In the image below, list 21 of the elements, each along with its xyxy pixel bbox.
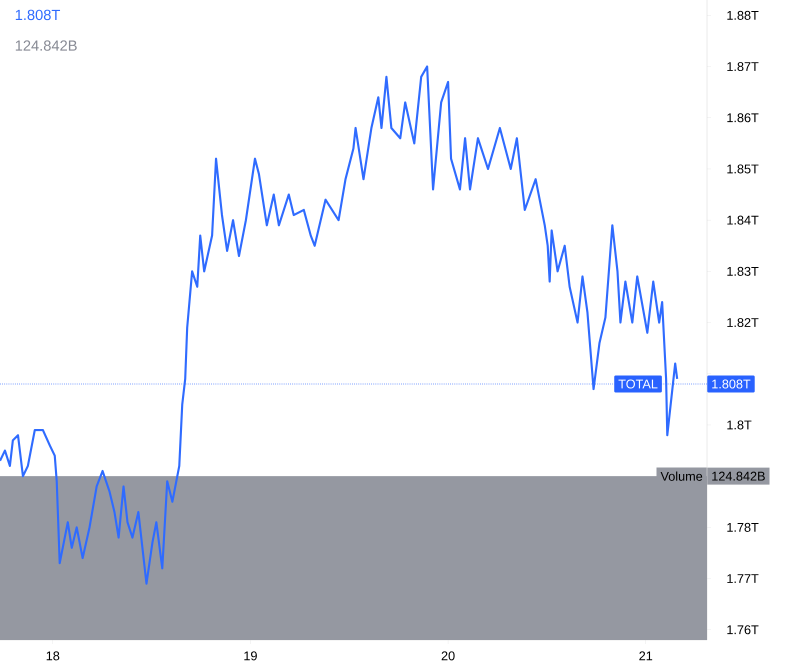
- x-tick-label: 19: [244, 651, 257, 660]
- x-tick-label: 21: [639, 651, 652, 660]
- y-tick-label: 1.8T: [727, 420, 752, 430]
- y-tick-label: 1.76T: [727, 625, 758, 634]
- text: 1.808T: [16, 10, 60, 20]
- y-tick-label: 1.86T: [727, 113, 758, 122]
- y-tick-label: 1.87T: [727, 62, 758, 72]
- text: 124.842B: [712, 472, 765, 481]
- y-tick-label: 1.82T: [727, 318, 758, 328]
- text: 1.808T: [712, 380, 750, 388]
- x-tick-label: 20: [442, 651, 455, 660]
- y-tick-label: 1.84T: [727, 216, 758, 225]
- y-tick-label: 1.85T: [727, 164, 758, 174]
- text: 124.842B: [16, 40, 77, 51]
- y-tick-label: 1.88T: [727, 10, 758, 20]
- ref-line-label: TOTAL: [618, 380, 658, 388]
- y-tick-label: 1.77T: [727, 574, 758, 583]
- y-tick-label: 1.78T: [727, 522, 758, 532]
- x-tick-label: 18: [46, 651, 60, 660]
- band-label: Volume: [660, 472, 702, 481]
- y-tick-label: 1.83T: [727, 266, 758, 276]
